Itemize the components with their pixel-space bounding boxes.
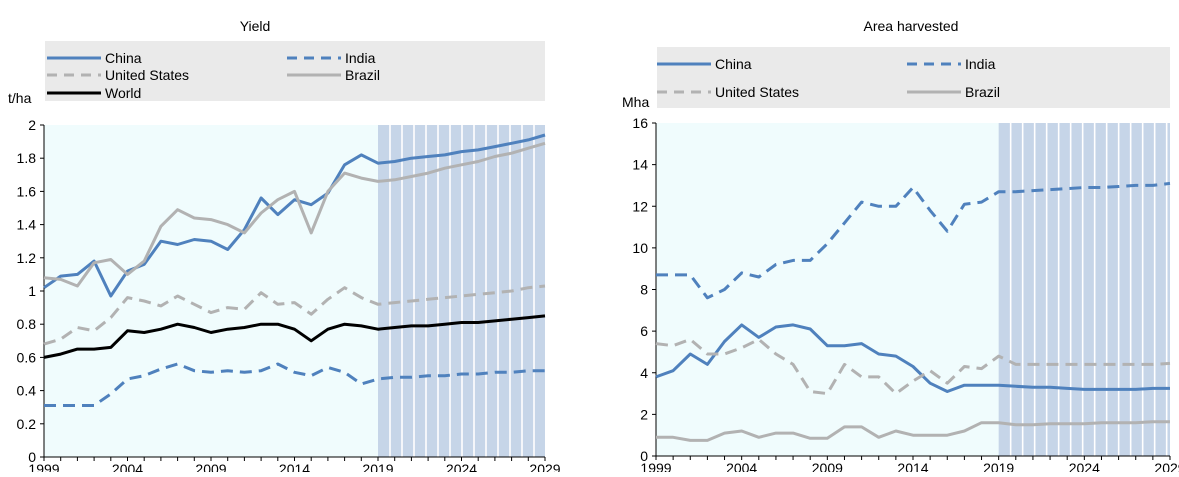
chart-title: Area harvested	[864, 18, 959, 34]
y-axis-label: t/ha	[8, 90, 32, 106]
y-tick-label: 2	[640, 406, 648, 422]
y-tick-label: 0.6	[17, 349, 37, 365]
series-line-china	[655, 323, 1170, 393]
y-tick-label: 0	[28, 449, 36, 465]
x-tick-label: 2024	[446, 461, 477, 472]
y-tick-label: 12	[632, 198, 648, 214]
legend-label-china: China	[715, 56, 752, 72]
series-line-world	[43, 314, 546, 359]
x-tick-label: 2004	[726, 460, 757, 472]
chart-title: Yield	[240, 18, 271, 34]
y-tick-label: 6	[640, 323, 648, 339]
y-tick-label: 1.2	[17, 250, 37, 266]
x-tick-label: 2019	[362, 461, 393, 472]
x-tick-label: 2009	[195, 461, 226, 472]
x-tick-label: 2014	[897, 460, 928, 472]
legend-box	[45, 41, 545, 101]
y-tick-label: 1.6	[17, 183, 37, 199]
x-tick-label: 1999	[640, 460, 671, 472]
y-tick-label: 1	[28, 283, 36, 299]
series-line-brazil	[43, 141, 546, 288]
y-tick-label: 0.8	[17, 316, 37, 332]
chart-area-harvested: Area harvested China India United States Bra…	[622, 18, 1179, 476]
y-axis-label: Mha	[622, 94, 649, 110]
y-tick-label: 0.4	[17, 383, 37, 399]
y-tick-label: 14	[632, 157, 648, 173]
y-tick-label: 0.2	[17, 416, 37, 432]
x-tick-label: 2024	[1069, 460, 1100, 472]
legend-label-brazil: Brazil	[965, 84, 1000, 100]
legend-label-united-states: United States	[715, 84, 799, 100]
x-tick-label: 2004	[112, 461, 143, 472]
series-line-china	[43, 133, 546, 298]
y-tick-label: 8	[640, 282, 648, 298]
y-tick-label: 1.4	[17, 217, 37, 233]
series-line-united-states	[43, 284, 546, 346]
y-tick-label: 10	[632, 240, 648, 256]
y-tick-label: 16	[632, 115, 648, 131]
legend-box	[657, 47, 1170, 108]
legend-label-brazil: Brazil	[345, 67, 380, 83]
x-tick-label: 1999	[28, 461, 59, 472]
legend-label-china: China	[105, 50, 142, 66]
y-tick-label: 4	[640, 365, 648, 381]
x-tick-label: 2014	[279, 461, 310, 472]
legend-label-india: India	[345, 50, 376, 66]
projection-band	[998, 123, 1170, 456]
legend-label-india: India	[965, 56, 996, 72]
y-tick-label: 1.8	[17, 150, 37, 166]
series-line-india	[44, 362, 545, 407]
x-tick-label: 2029	[1154, 460, 1179, 472]
series-line-brazil	[656, 420, 1170, 442]
legend-label-world: World	[105, 85, 141, 101]
legend-label-united-states: United States	[105, 67, 189, 83]
chart-yield: Yield China India United States Brazil World 0…	[8, 18, 561, 477]
y-tick-label: 2	[28, 117, 36, 133]
y-tick-label: 0	[640, 448, 648, 464]
series-line-india	[656, 181, 1171, 300]
x-tick-label: 2029	[529, 461, 560, 472]
x-tick-label: 2019	[983, 460, 1014, 472]
x-tick-label: 2009	[812, 460, 843, 472]
